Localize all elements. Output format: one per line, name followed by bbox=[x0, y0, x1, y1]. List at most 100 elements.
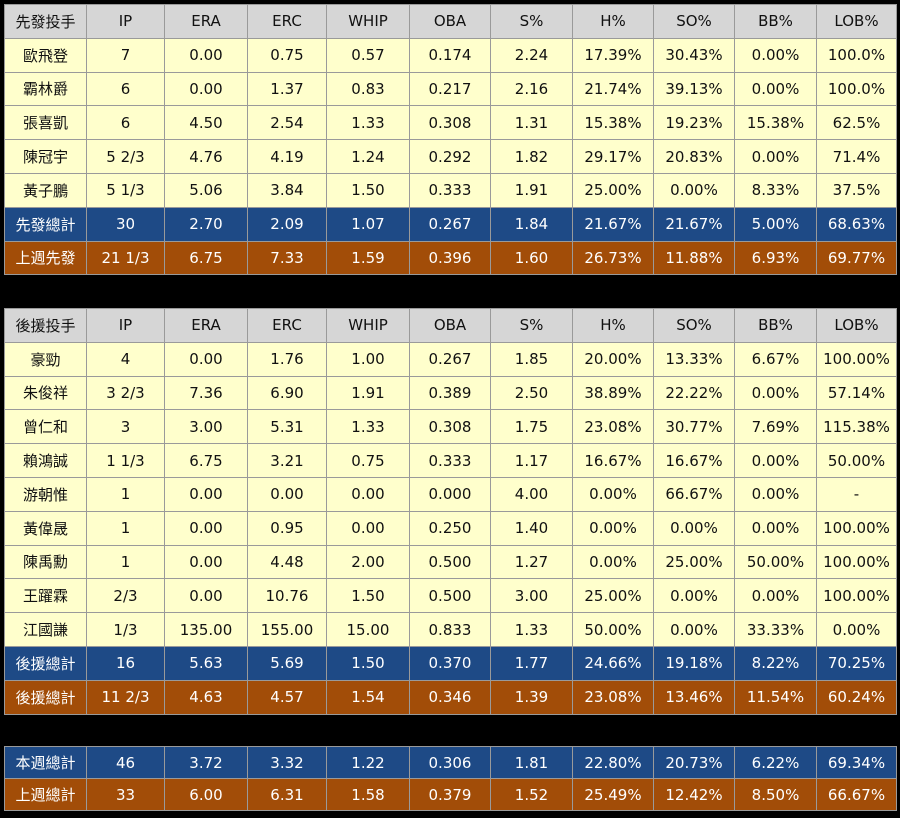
stat-cell: 57.14% bbox=[816, 375, 897, 411]
row-label: 上週先發 bbox=[4, 240, 87, 276]
column-header: SO% bbox=[653, 308, 735, 343]
stat-cell: 4.48 bbox=[247, 544, 327, 580]
stat-cell: 1.17 bbox=[490, 443, 573, 478]
stat-cell: 8.22% bbox=[734, 645, 817, 681]
stat-cell: 0.00% bbox=[734, 37, 817, 73]
stat-cell: 8.50% bbox=[734, 778, 817, 811]
stat-cell: 100.00% bbox=[816, 510, 897, 546]
stat-cell: 6.31 bbox=[247, 778, 327, 811]
stat-cell: 0.00 bbox=[164, 71, 248, 107]
stat-cell: 6.00 bbox=[164, 778, 248, 811]
stat-cell: 4.57 bbox=[247, 679, 327, 715]
table-row: 曾仁和 3 3.00 5.31 1.33 0.308 1.75 23.08% 30.77% 7.6… bbox=[4, 409, 897, 445]
total-row: 先發總計 30 2.70 2.09 1.07 0.267 1.84 21.67% 21.67% 5… bbox=[4, 206, 897, 242]
column-header: SO% bbox=[653, 4, 735, 39]
stat-cell: 21.67% bbox=[653, 206, 735, 242]
stat-cell: 60.24% bbox=[816, 679, 897, 715]
row-label: 黃偉晟 bbox=[4, 510, 87, 546]
stat-cell: 71.4% bbox=[816, 139, 897, 174]
row-label: 豪勁 bbox=[4, 341, 87, 377]
stat-cell: 0.00% bbox=[572, 544, 654, 580]
stat-cell: 2.70 bbox=[164, 206, 248, 242]
column-header: WHIP bbox=[326, 4, 410, 39]
stat-cell: 21 1/3 bbox=[86, 240, 165, 276]
stat-cell: 0.00 bbox=[326, 510, 410, 546]
stat-cell: 5.69 bbox=[247, 645, 327, 681]
stat-cell: - bbox=[816, 476, 897, 512]
last-week-total-row: 上週總計 33 6.00 6.31 1.58 0.379 1.52 25.49% 12.42% 8… bbox=[4, 778, 897, 811]
stat-cell: 3.72 bbox=[164, 746, 248, 779]
stat-cell: 1 bbox=[86, 476, 165, 512]
stat-cell: 22.22% bbox=[653, 375, 735, 411]
stat-cell: 10.76 bbox=[247, 578, 327, 614]
stat-cell: 6.93% bbox=[734, 240, 817, 276]
row-label: 後援總計 bbox=[4, 645, 87, 681]
stat-cell: 5 1/3 bbox=[86, 172, 165, 208]
stat-cell: 6.75 bbox=[164, 443, 248, 478]
column-header: BB% bbox=[734, 4, 817, 39]
stat-cell: 1.91 bbox=[326, 375, 410, 411]
stat-cell: 4.00 bbox=[490, 476, 573, 512]
stat-cell: 0.00% bbox=[572, 510, 654, 546]
stat-cell: 0.00% bbox=[734, 510, 817, 546]
stat-cell: 23.08% bbox=[572, 679, 654, 715]
stat-cell: 30.77% bbox=[653, 409, 735, 445]
stat-cell: 0.00% bbox=[653, 612, 735, 647]
stat-cell: 11.88% bbox=[653, 240, 735, 276]
stat-cell: 11.54% bbox=[734, 679, 817, 715]
stat-cell: 100.0% bbox=[816, 37, 897, 73]
column-header: ERA bbox=[164, 308, 248, 343]
row-label: 江國謙 bbox=[4, 612, 87, 647]
stat-cell: 1.54 bbox=[326, 679, 410, 715]
stat-cell: 24.66% bbox=[572, 645, 654, 681]
stat-cell: 1.84 bbox=[490, 206, 573, 242]
table-row: 歐飛登 7 0.00 0.75 0.57 0.174 2.24 17.39% 30.43% 0.0… bbox=[4, 37, 897, 73]
stat-cell: 100.0% bbox=[816, 71, 897, 107]
stat-cell: 100.00% bbox=[816, 544, 897, 580]
stat-cell: 1.07 bbox=[326, 206, 410, 242]
stat-cell: 0.00% bbox=[734, 443, 817, 478]
row-label: 本週總計 bbox=[4, 746, 87, 779]
column-header: IP bbox=[86, 308, 165, 343]
total-row: 後援總計 16 5.63 5.69 1.50 0.370 1.77 24.66% 19.18% 8… bbox=[4, 645, 897, 681]
column-header: BB% bbox=[734, 308, 817, 343]
stat-cell: 62.5% bbox=[816, 105, 897, 141]
stat-cell: 2.54 bbox=[247, 105, 327, 141]
stat-cell: 1.27 bbox=[490, 544, 573, 580]
column-header: S% bbox=[490, 308, 573, 343]
stat-cell: 0.00 bbox=[164, 578, 248, 614]
stat-cell: 2.50 bbox=[490, 375, 573, 411]
stat-cell: 0.833 bbox=[409, 612, 491, 647]
last-week-row: 後援總計 11 2/3 4.63 4.57 1.54 0.346 1.39 23.08% 13.… bbox=[4, 679, 897, 715]
stat-cell: 16.67% bbox=[653, 443, 735, 478]
stat-cell: 6 bbox=[86, 71, 165, 107]
stat-cell: 1.50 bbox=[326, 645, 410, 681]
stat-cell: 0.00% bbox=[734, 71, 817, 107]
row-label: 陳禹勳 bbox=[4, 544, 87, 580]
stat-cell: 2.09 bbox=[247, 206, 327, 242]
stat-cell: 1.50 bbox=[326, 578, 410, 614]
stat-cell: 25.00% bbox=[653, 544, 735, 580]
row-label: 游朝惟 bbox=[4, 476, 87, 512]
stat-cell: 100.00% bbox=[816, 341, 897, 377]
stat-cell: 155.00 bbox=[247, 612, 327, 647]
table-row: 王躍霖 2/3 0.00 10.76 1.50 0.500 3.00 25.00% 0.00% 0… bbox=[4, 578, 897, 614]
table-row: 豪勁 4 0.00 1.76 1.00 0.267 1.85 20.00% 13.33% 6.67… bbox=[4, 341, 897, 377]
row-label: 陳冠宇 bbox=[4, 139, 87, 174]
stat-cell: 21.67% bbox=[572, 206, 654, 242]
stat-cell: 7.36 bbox=[164, 375, 248, 411]
stat-cell: 1.39 bbox=[490, 679, 573, 715]
table-row: 張喜凱 6 4.50 2.54 1.33 0.308 1.31 15.38% 19.23% 15.… bbox=[4, 105, 897, 141]
stat-cell: 5 2/3 bbox=[86, 139, 165, 174]
column-header: OBA bbox=[409, 308, 491, 343]
stat-cell: 5.63 bbox=[164, 645, 248, 681]
table-header-row: 先發投手 IP ERA ERC WHIP OBA S% H% SO% BB% LOB% bbox=[4, 4, 897, 39]
stat-cell: 1 bbox=[86, 510, 165, 546]
stat-cell: 6.22% bbox=[734, 746, 817, 779]
stat-cell: 0.00 bbox=[164, 476, 248, 512]
stat-cell: 0.346 bbox=[409, 679, 491, 715]
stat-cell: 19.23% bbox=[653, 105, 735, 141]
stat-cell: 29.17% bbox=[572, 139, 654, 174]
stat-cell: 1.76 bbox=[247, 341, 327, 377]
stat-cell: 0.333 bbox=[409, 443, 491, 478]
